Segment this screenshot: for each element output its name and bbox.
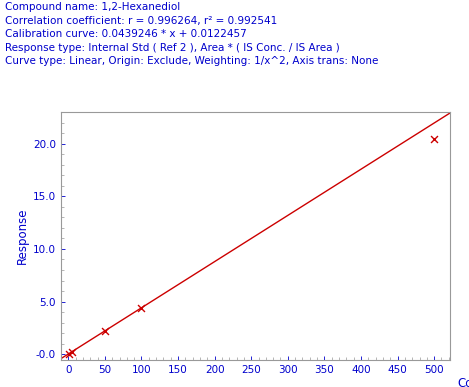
Point xyxy=(68,349,76,355)
Point xyxy=(138,305,145,311)
Point xyxy=(65,351,73,357)
Point xyxy=(431,136,438,142)
Y-axis label: Response: Response xyxy=(16,208,29,264)
Point xyxy=(101,328,109,334)
Text: Conc: Conc xyxy=(457,377,469,387)
Text: Compound name: 1,2-Hexanediol
Correlation coefficient: r = 0.996264, r² = 0.9925: Compound name: 1,2-Hexanediol Correlatio… xyxy=(5,2,378,66)
